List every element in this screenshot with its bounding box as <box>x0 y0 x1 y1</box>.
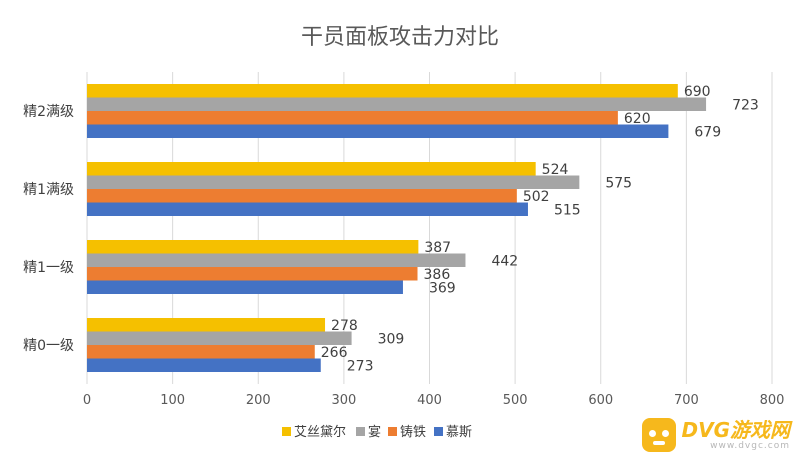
chart-title: 干员面板攻击力对比 <box>301 25 499 50</box>
legend-swatch <box>388 427 397 436</box>
category-label: 精0一级 <box>23 338 74 354</box>
x-tick-label: 600 <box>588 393 613 408</box>
legend-swatch <box>434 427 443 436</box>
legend-swatch <box>356 427 365 436</box>
data-label: 620 <box>624 111 651 127</box>
legend-entry: 宴 <box>368 424 381 440</box>
x-tick-label: 700 <box>674 393 699 408</box>
bar <box>87 280 403 294</box>
bar <box>87 253 466 267</box>
category-label: 精1一级 <box>23 260 74 276</box>
data-label: 278 <box>331 318 358 334</box>
legend: 艾丝黛尔 宴 铸铁 慕斯 <box>282 424 472 440</box>
legend-entry: 艾丝黛尔 <box>294 425 346 440</box>
x-axis-ticks: 0 100 200 300 400 500 600 700 800 <box>83 393 785 408</box>
bar <box>87 111 618 125</box>
data-label: 515 <box>554 202 581 218</box>
bar <box>87 358 321 372</box>
bar <box>87 240 419 254</box>
bar <box>87 124 669 138</box>
category-label: 精2满级 <box>23 104 74 120</box>
bar <box>87 84 678 98</box>
category-labels: 精0一级 精1一级 精1满级 精2满级 <box>23 104 74 354</box>
data-label: 575 <box>605 175 632 191</box>
category-label: 精1满级 <box>23 182 74 198</box>
legend-entry: 铸铁 <box>400 424 426 440</box>
bar <box>87 175 580 189</box>
legend-entry: 慕斯 <box>446 425 472 440</box>
x-tick-label: 400 <box>417 393 442 408</box>
data-label: 309 <box>378 331 405 347</box>
bar <box>87 189 517 203</box>
watermark-url: www.dvgc.com <box>710 440 790 451</box>
data-label: 273 <box>347 358 374 374</box>
bar <box>87 162 536 176</box>
data-label: 502 <box>523 189 550 205</box>
data-label: 386 <box>424 267 451 283</box>
legend-swatch <box>282 427 291 436</box>
data-label: 387 <box>424 240 451 256</box>
watermark-name: DVG游戏网 <box>681 417 791 442</box>
bar <box>87 267 418 281</box>
bar <box>87 318 326 332</box>
x-tick-label: 200 <box>246 393 271 408</box>
data-label: 369 <box>429 280 456 296</box>
x-tick-label: 500 <box>503 393 528 408</box>
data-label: 690 <box>684 84 711 100</box>
x-tick-label: 100 <box>160 393 185 408</box>
bar <box>87 345 315 359</box>
bars <box>87 84 707 372</box>
x-tick-label: 0 <box>83 393 91 408</box>
data-label: 266 <box>321 345 348 361</box>
site-watermark: DVG游戏网 www.dvgc.com <box>641 417 791 452</box>
data-label: 442 <box>491 253 518 269</box>
bar <box>87 331 352 345</box>
data-label: 679 <box>694 124 721 140</box>
x-tick-label: 300 <box>331 393 356 408</box>
data-label: 723 <box>732 97 759 113</box>
x-tick-label: 800 <box>760 393 785 408</box>
bar <box>87 97 707 111</box>
data-label: 524 <box>542 162 569 178</box>
gamepad-face-icon <box>641 418 676 452</box>
bar <box>87 202 528 216</box>
